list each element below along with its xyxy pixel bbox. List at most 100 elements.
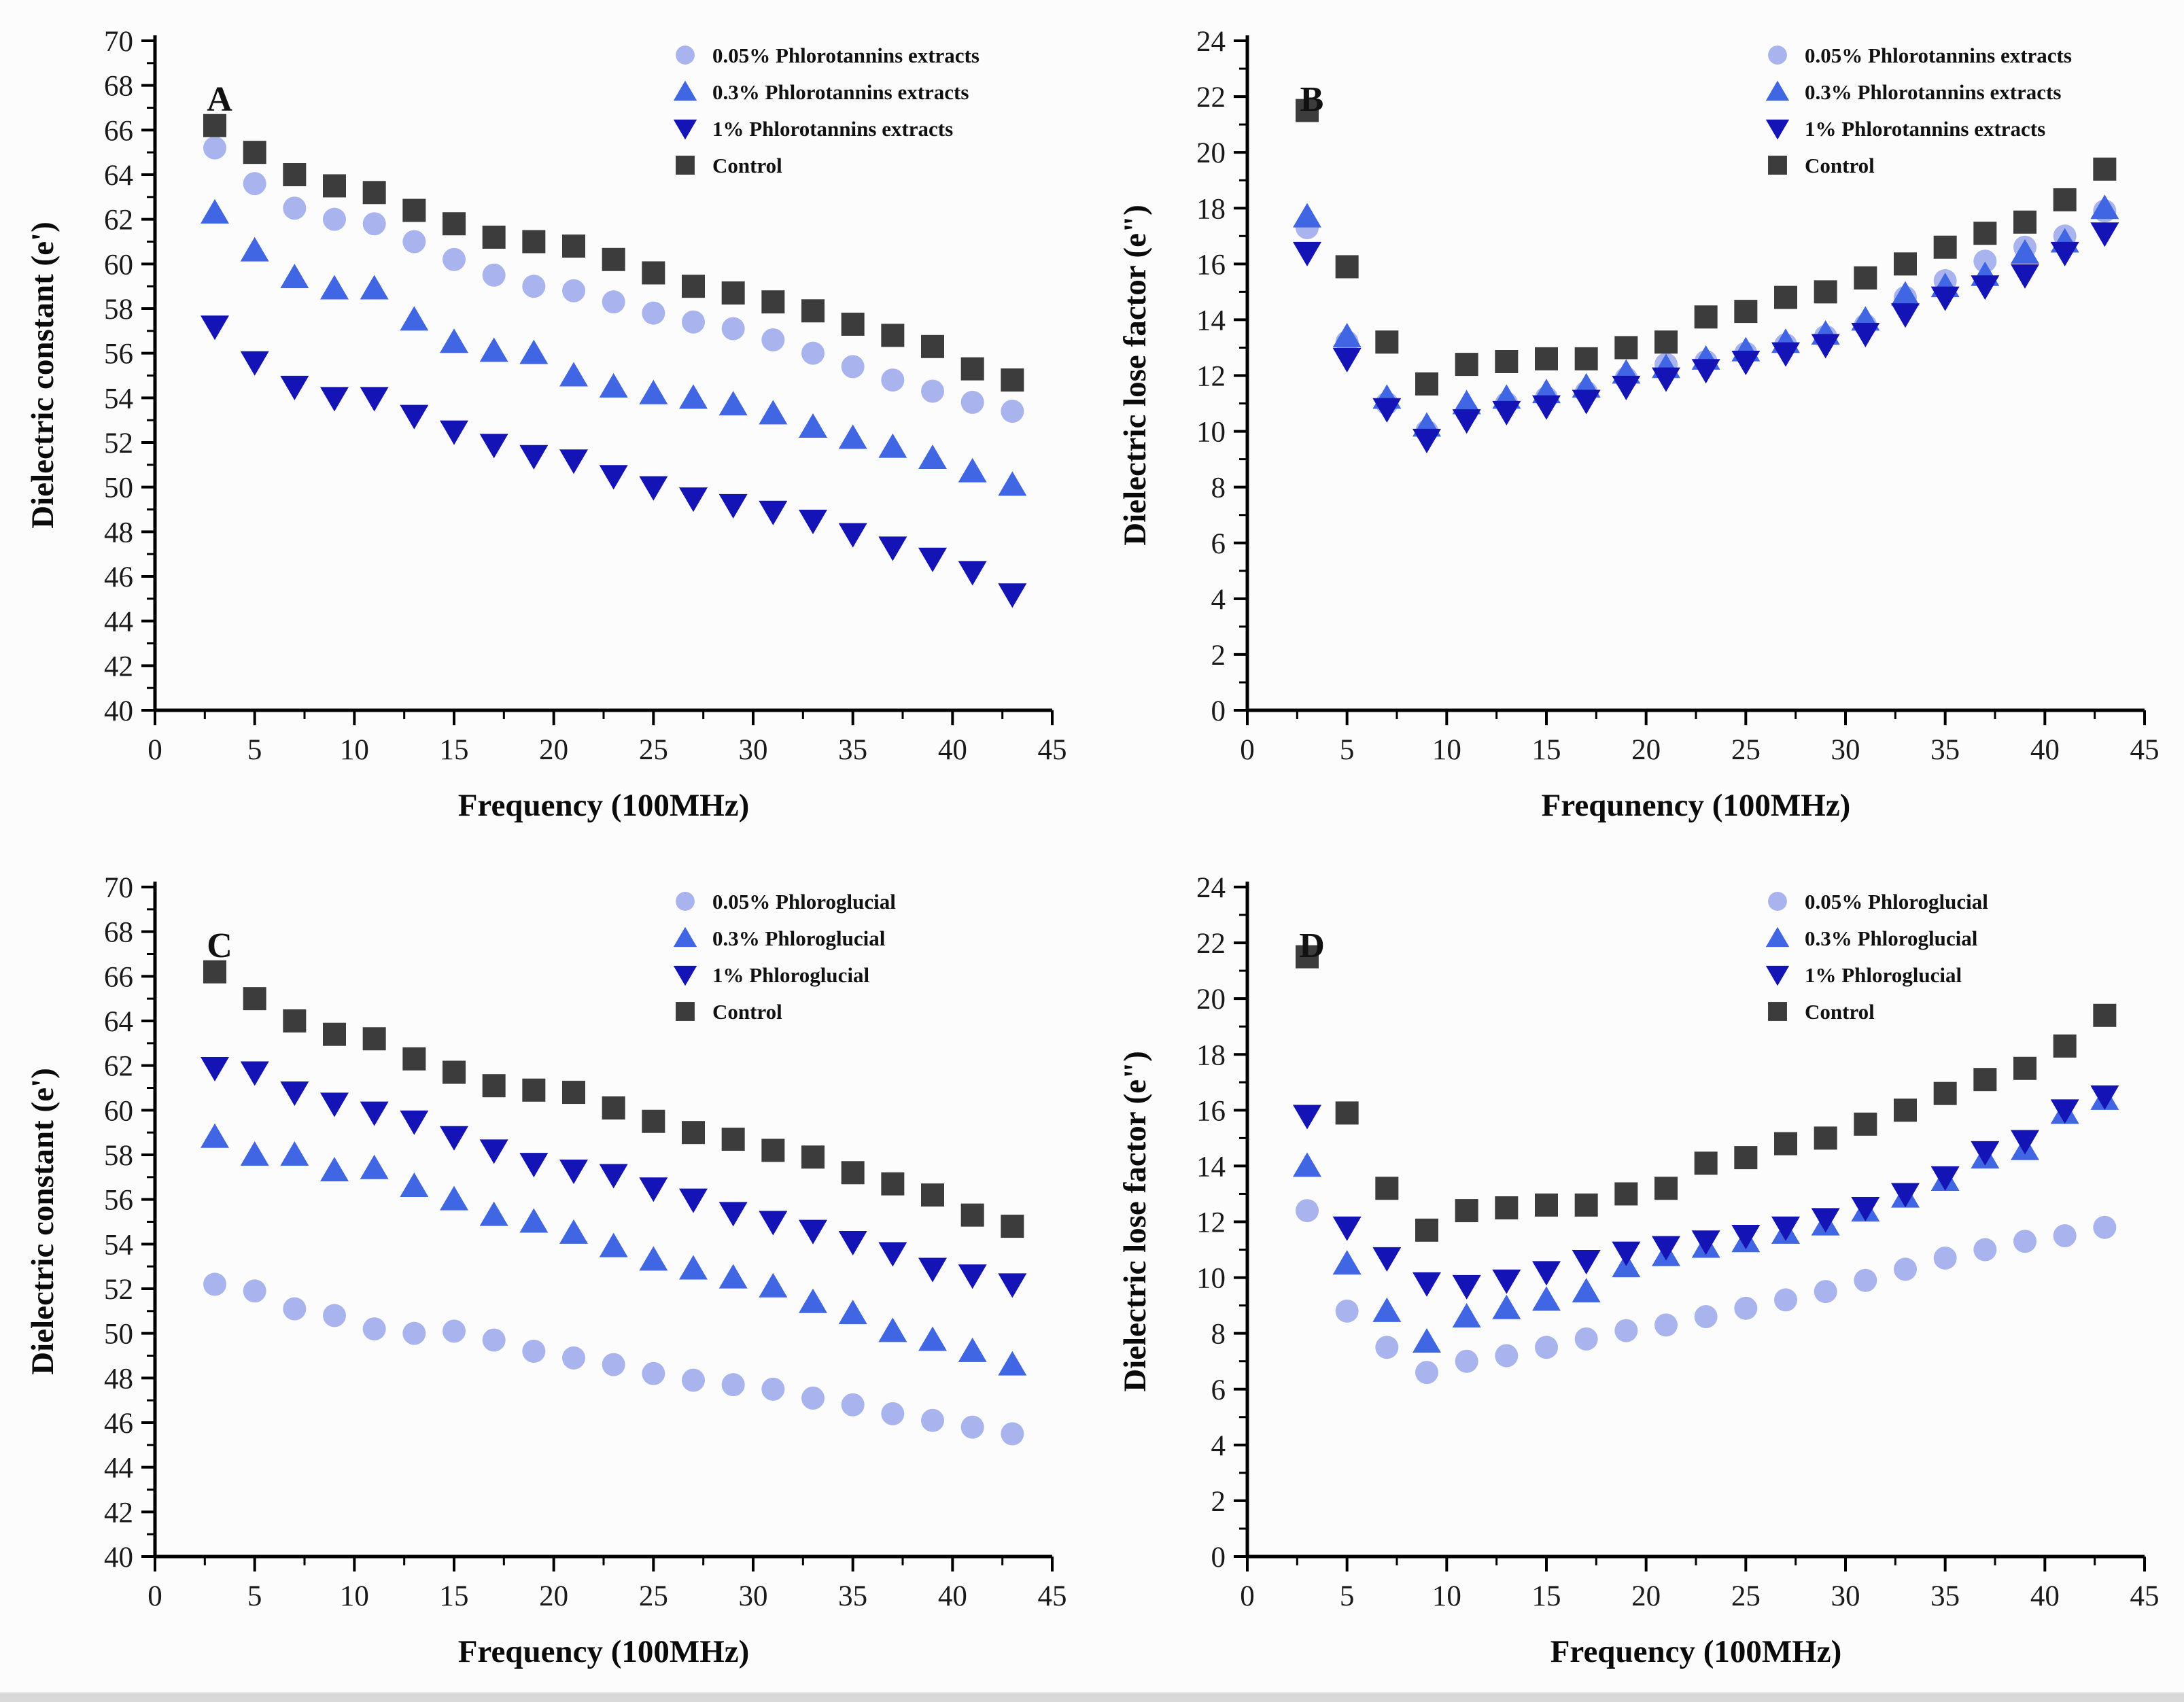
x-tick-label: 15 [440,1580,469,1612]
square-marker [562,235,586,258]
square-marker [2013,1056,2036,1080]
square-marker [602,247,625,271]
legend: 0.05% Phloroglucial 0.3% Phloroglucial 1% … [1765,890,1988,1024]
y-tick-label: 62 [104,1051,133,1083]
series-triangle-down [201,1056,1027,1298]
triangle-down-marker [1412,428,1441,453]
square-marker [1614,1182,1638,1206]
triangle-down-marker [559,1159,589,1184]
y-tick-label: 14 [1196,1151,1226,1183]
y-tick-label: 62 [104,205,133,237]
square-marker [1814,1126,1837,1150]
series-triangle-down [1292,1085,2119,1300]
legend-item-label: 0.05% Phloroglucial [1805,890,1988,914]
legend-item: 1% Phlorotannins extracts [1765,117,2045,141]
triangle-down-marker [1691,1230,1720,1255]
y-tick-label: 24 [1196,26,1226,58]
series-square [1295,945,2117,1242]
panel-C: 40 42 44 46 48 50 52 54 56 58 60 62 64 66 68 70 0 5 10 15 20… [0,846,1092,1692]
triangle-up-marker [878,1317,907,1342]
triangle-up-marker [958,1337,987,1362]
circle-marker [362,212,386,236]
square-marker [721,281,745,305]
x-tick-label: 10 [340,1580,369,1612]
circle-marker [482,1328,506,1352]
y-tick-label: 2 [1211,1486,1226,1518]
circle-marker [1295,1199,1319,1223]
x-axis-title: Frequency (100MHz) [458,1634,750,1669]
y-tick-label: 8 [1211,472,1226,504]
triangle-up-marker [360,275,389,300]
series-circle [203,136,1024,423]
triangle-up-marker [674,80,697,101]
triangle-up-marker [201,1123,230,1148]
triangle-down-marker [1851,1196,1880,1221]
square-marker [2053,1034,2077,1058]
y-tick-label: 20 [1196,984,1226,1015]
y-tick-label: 64 [104,1006,133,1038]
x-tick-label: 35 [838,734,867,766]
circle-marker [642,1361,665,1385]
square-marker [682,1121,706,1145]
triangle-down-marker [718,1202,748,1227]
square-marker [1767,156,1787,175]
triangle-down-marker [1492,400,1521,426]
y-tick-label: 48 [104,1363,133,1395]
x-tick-label: 0 [1240,1580,1255,1612]
square-marker [1574,1193,1598,1217]
square-marker [203,114,227,137]
dielectric-constant-phlorotannins-chart: 40 42 44 46 48 50 52 54 56 58 60 62 64 66 68 70 0 5 10 15 20… [25,26,1067,823]
legend-item: 1% Phloroglucial [1765,963,1962,987]
triangle-up-marker [400,306,429,331]
y-tick-label: 0 [1211,695,1226,727]
triangle-up-marker [679,1255,708,1280]
square-marker [1375,1177,1399,1200]
square-marker [1415,372,1438,396]
triangle-up-marker [1890,281,1920,306]
triangle-down-marker [1332,1216,1362,1241]
triangle-down-marker [878,1242,907,1267]
square-marker [761,1139,785,1162]
triangle-down-marker [759,1211,788,1236]
square-marker [960,1203,984,1227]
triangle-down-marker [998,583,1027,608]
square-marker [203,960,227,984]
triangle-down-marker [201,315,230,341]
y-tick-label: 40 [104,695,133,727]
x-tick-label: 15 [440,734,469,766]
circle-marker [960,390,984,414]
square-marker [402,198,426,222]
triangle-down-marker [320,387,349,412]
triangle-up-marker [240,237,269,262]
x-tick-label: 0 [148,734,163,766]
triangle-up-marker [440,328,469,353]
triangle-down-marker [240,1061,269,1086]
square-marker [1534,1193,1558,1217]
square-marker [1001,368,1024,392]
triangle-up-marker [799,1288,828,1313]
x-tick-label: 5 [1340,1580,1355,1612]
triangle-down-marker [1452,409,1481,434]
triangle-down-marker [639,476,668,501]
circle-marker [921,1408,945,1432]
x-axis-title: Frequnency (100MHz) [1541,788,1850,823]
triangle-down-marker [1292,1105,1321,1130]
x-tick-label: 35 [1930,734,1960,766]
triangle-down-marker [1572,1249,1601,1274]
y-tick-label: 4 [1211,584,1226,616]
panel-B: 0 2 4 6 8 10 12 14 16 18 20 22 24 0 5 10 15 20 25 30 35 40 45 0… [1092,0,2184,846]
legend-item-label: 0.3% Phloroglucial [1805,926,1978,950]
triangle-down-marker [201,1056,230,1081]
series-square [203,114,1024,392]
triangle-down-marker [2010,1130,2039,1155]
legend-item: Control [1767,1000,1875,1024]
triangle-down-marker [838,523,867,548]
x-tick-label: 30 [1831,1580,1860,1612]
square-marker [243,141,266,164]
triangle-down-marker [918,547,948,572]
triangle-down-marker [1531,395,1561,420]
circle-marker [676,46,695,65]
y-tick-label: 10 [1196,1263,1226,1295]
square-marker [801,1145,825,1169]
legend-item-label: 0.05% Phlorotannins extracts [712,44,980,67]
